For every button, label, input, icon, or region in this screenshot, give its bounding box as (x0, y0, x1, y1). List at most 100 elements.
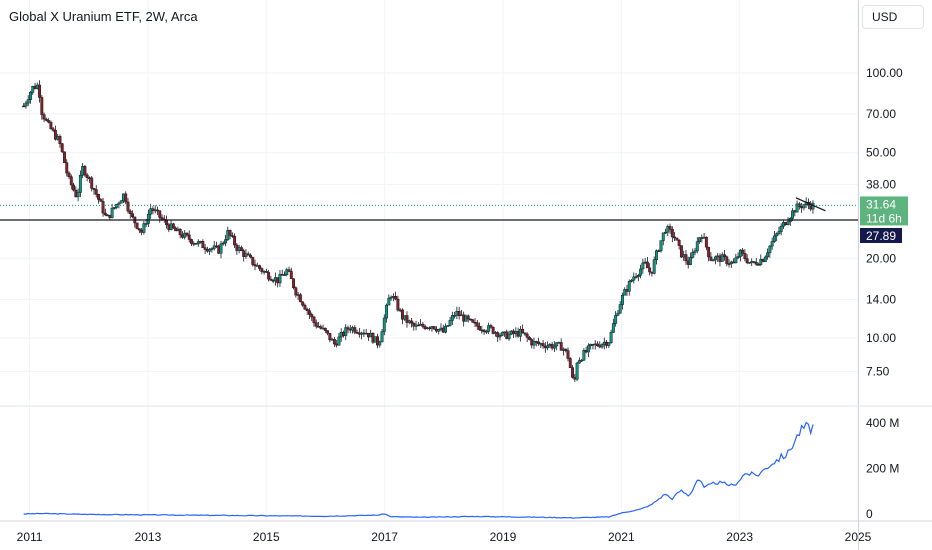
candle-body (446, 325, 450, 327)
candle-body (600, 343, 604, 348)
candle-body (326, 330, 330, 334)
candle-body (639, 268, 643, 276)
candle-body (632, 276, 636, 281)
candle-body (65, 162, 69, 174)
candle-body (301, 301, 305, 306)
candle-body (487, 325, 491, 332)
candle-body (253, 264, 257, 267)
candle-body (131, 213, 134, 218)
candle-body (770, 241, 774, 247)
candle-body (795, 203, 799, 213)
candle-body (568, 358, 572, 368)
candle-body (645, 261, 649, 269)
candle-body (748, 262, 751, 264)
candle-body (537, 341, 540, 344)
candle-body (707, 246, 711, 258)
candle-body (471, 319, 475, 323)
candle-body (314, 322, 318, 327)
candle-body (582, 350, 586, 361)
candle-body (802, 204, 806, 209)
candle-body (727, 263, 731, 265)
candle-body (378, 341, 382, 346)
candle-body (319, 326, 323, 329)
candle-body (117, 202, 121, 205)
candle-body (498, 335, 502, 338)
candle-body (677, 240, 681, 246)
candle-body (779, 226, 783, 232)
candle-body (92, 188, 96, 190)
candle-body (482, 329, 486, 332)
candle-body (128, 210, 132, 214)
candle-body (228, 230, 232, 236)
candle-body (187, 234, 191, 240)
y-tick-label: 100.00 (866, 66, 903, 80)
candle-body (523, 332, 527, 335)
candle-body (695, 241, 699, 252)
candle-body (110, 207, 114, 218)
volume-pane (23, 421, 814, 519)
candle-body (83, 166, 87, 176)
candle-body (772, 235, 776, 242)
candle-body (389, 296, 393, 299)
candle-body (670, 229, 674, 238)
x-tick-label: 2023 (726, 530, 753, 544)
candle-body (233, 235, 237, 246)
candle-body (251, 256, 255, 265)
candle-body (29, 92, 32, 100)
candle-body (353, 327, 357, 333)
candle-body (219, 243, 223, 254)
chart-overlays (0, 197, 858, 221)
candle-body (555, 342, 559, 347)
candle-body (85, 174, 89, 178)
candle-body (119, 200, 123, 204)
candle-body (704, 236, 708, 248)
y-tick-label: 38.00 (866, 177, 896, 191)
candle-body (323, 327, 327, 331)
candle-body (269, 278, 273, 281)
candle-body (287, 269, 291, 272)
candle-body (298, 294, 302, 303)
volume-tick-label: 0 (866, 507, 873, 521)
y-tick-label: 70.00 (866, 107, 896, 121)
candle-body (693, 250, 697, 253)
candle-body (713, 256, 717, 261)
candle-body (396, 298, 400, 311)
candle-body (190, 239, 193, 244)
candle-body (641, 262, 645, 270)
candle-body (185, 232, 189, 236)
candle-body (586, 345, 590, 353)
x-tick-label: 2019 (490, 530, 517, 544)
level-badge (860, 227, 902, 243)
candle-body (112, 207, 116, 209)
candle-body (421, 323, 425, 327)
candle-body (636, 274, 640, 277)
candle-body (151, 208, 155, 211)
candle-body (101, 201, 105, 214)
candle-body (24, 102, 28, 107)
candle-body (741, 249, 745, 254)
candle-body (630, 279, 633, 282)
candle-body (736, 256, 740, 259)
candle-body (278, 274, 282, 284)
x-tick-label: 2015 (253, 530, 280, 544)
candle-body (99, 199, 103, 202)
candle-body (634, 276, 638, 278)
candle-body (346, 327, 350, 330)
candle-body (532, 341, 536, 346)
candle-body (552, 345, 556, 349)
currency-button[interactable]: USD (862, 5, 924, 29)
candle-body (546, 345, 550, 349)
volume-line (23, 421, 814, 519)
candle-body (137, 228, 141, 231)
candle-body (149, 208, 153, 215)
candle-body (659, 240, 663, 252)
candle-body (791, 210, 794, 219)
candle-body (294, 287, 298, 296)
candle-body (616, 312, 620, 316)
candle-body (757, 264, 760, 266)
candle-body (196, 241, 200, 245)
candle-body (620, 294, 624, 305)
current-price-badge (860, 196, 908, 226)
candle-body (768, 245, 772, 254)
